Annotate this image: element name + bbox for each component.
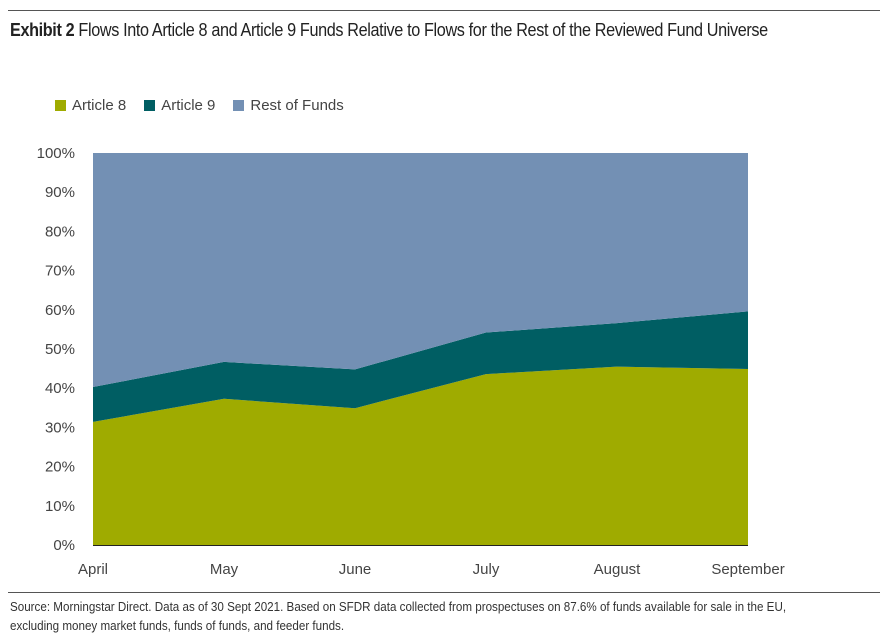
area-rest-of-funds	[93, 153, 748, 388]
legend-label: Rest of Funds	[250, 97, 344, 114]
y-tick-label: 40%	[45, 380, 75, 397]
source-note: Source: Morningstar Direct. Data as of 3…	[10, 598, 786, 636]
legend-swatch	[233, 100, 245, 111]
x-tick-label: May	[210, 561, 239, 578]
y-tick-label: 70%	[45, 263, 75, 280]
title-text: Flows Into Article 8 and Article 9 Funds…	[78, 20, 768, 40]
area-article-8	[93, 366, 748, 545]
chart-title: Exhibit 2 Flows Into Article 8 and Artic…	[10, 20, 768, 41]
source-line-1: Source: Morningstar Direct. Data as of 3…	[10, 600, 787, 614]
y-tick-label: 10%	[45, 498, 75, 515]
y-tick-label: 50%	[45, 341, 75, 358]
legend-swatch	[144, 100, 156, 111]
legend-swatch	[55, 100, 66, 111]
exhibit-label: Exhibit 2	[10, 20, 75, 40]
x-tick-label: August	[594, 561, 642, 578]
area-article-9	[93, 311, 748, 422]
x-tick-label: April	[78, 561, 108, 578]
legend: Article 8 Article 9 Rest of Funds	[55, 97, 344, 114]
x-tick-label: July	[473, 561, 500, 578]
source-line-2: excluding money market funds, funds of f…	[10, 619, 345, 633]
x-tick-label: June	[339, 561, 372, 578]
y-tick-label: 80%	[45, 223, 75, 240]
bottom-rule	[8, 592, 880, 593]
top-rule	[8, 10, 880, 11]
legend-item-article-9: Article 9	[144, 97, 215, 114]
y-tick-label: 100%	[37, 145, 75, 162]
legend-label: Article 8	[72, 97, 127, 114]
y-tick-label: 90%	[45, 184, 75, 201]
legend-item-rest-of-funds: Rest of Funds	[233, 97, 344, 114]
legend-label: Article 9	[161, 97, 216, 114]
y-tick-label: 20%	[45, 459, 75, 476]
y-tick-label: 0%	[53, 537, 75, 554]
y-tick-label: 60%	[45, 302, 75, 319]
y-tick-label: 30%	[45, 419, 75, 436]
legend-item-article-8: Article 8	[55, 97, 126, 114]
x-tick-label: September	[711, 561, 784, 578]
